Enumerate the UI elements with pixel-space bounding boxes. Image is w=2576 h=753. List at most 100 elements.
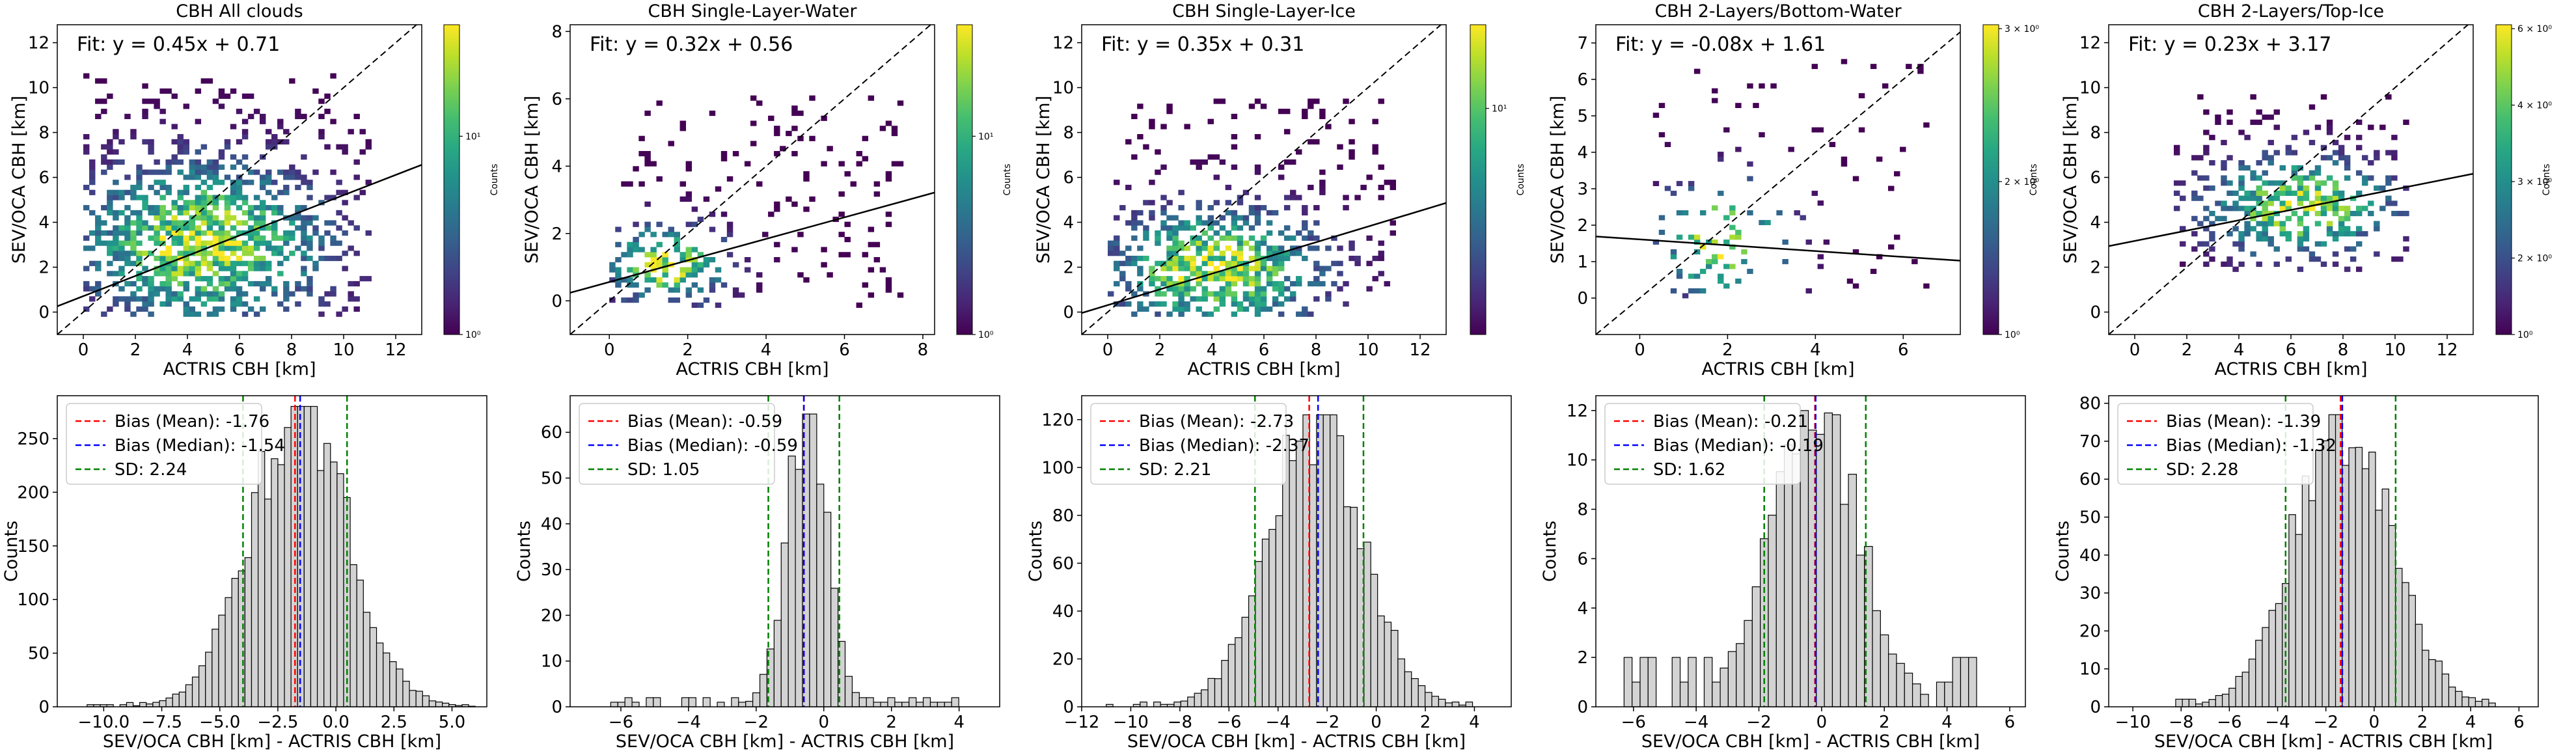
- heatmap-cell: [348, 220, 354, 226]
- histogram-bar: [2428, 659, 2436, 707]
- heatmap-cell: [633, 282, 639, 288]
- heatmap-cell: [1131, 220, 1138, 226]
- heatmap-cell: [154, 159, 160, 165]
- heatmap-cell: [342, 189, 348, 195]
- heatmap-cell: [165, 271, 172, 277]
- heatmap-cell: [165, 286, 172, 292]
- heatmap-cell: [1172, 266, 1179, 271]
- heatmap-cell: [2273, 221, 2280, 226]
- histogram-bar: [1736, 643, 1745, 707]
- heatmap-cell: [1278, 266, 1285, 271]
- x-tick-label: 4: [953, 713, 965, 732]
- heatmap-cell: [2262, 150, 2268, 156]
- heatmap-cell: [621, 181, 627, 187]
- heatmap-cell: [2221, 261, 2227, 267]
- heatmap-cell: [2238, 185, 2245, 191]
- heatmap-cell: [891, 161, 898, 167]
- heatmap-cell: [271, 220, 278, 226]
- histogram-bar: [2342, 465, 2350, 707]
- x-tick-label: −10.0: [78, 713, 130, 732]
- heatmap-cell: [266, 281, 272, 287]
- heatmap-cell: [1166, 251, 1173, 256]
- heatmap-cell: [253, 255, 260, 262]
- y-axis-label: Counts: [1, 521, 21, 582]
- heatmap-cell: [236, 301, 243, 307]
- heatmap-cell: [324, 230, 331, 236]
- heatmap-cell: [726, 226, 733, 232]
- heatmap-cell: [253, 220, 260, 226]
- heatmap-cell: [348, 245, 354, 251]
- colorbar-tick-label: 10⁰: [2517, 330, 2533, 340]
- histogram-bar: [218, 614, 226, 707]
- heatmap-cell: [324, 291, 331, 297]
- heatmap-cell: [1172, 255, 1179, 262]
- heatmap-cell: [342, 149, 348, 155]
- heatmap-cell: [107, 205, 113, 211]
- heatmap-cell: [195, 230, 202, 236]
- heatmap-cell: [206, 78, 213, 84]
- heatmap-cell: [1155, 149, 1161, 155]
- heatmap-cell: [89, 260, 96, 266]
- heatmap-cell: [1237, 215, 1244, 221]
- y-tick-label: 250: [17, 430, 49, 449]
- heatmap-cell: [2391, 210, 2398, 217]
- histogram-bar: [363, 612, 371, 707]
- heatmap-cell: [1313, 98, 1320, 104]
- heatmap-cell: [230, 251, 237, 256]
- heatmap-cell: [797, 232, 804, 238]
- heatmap-cell: [1248, 235, 1255, 241]
- heatmap-cell: [709, 287, 716, 293]
- heatmap-cell: [148, 225, 154, 231]
- heatmap-cell: [1349, 245, 1355, 251]
- heatmap-cell: [656, 262, 663, 267]
- heatmap-cell: [2397, 256, 2404, 262]
- heatmap-cell: [1231, 113, 1238, 120]
- heatmap-cell: [353, 306, 360, 312]
- heatmap-cell: [218, 281, 225, 287]
- heatmap-cell: [2268, 180, 2274, 186]
- heatmap-cell: [259, 200, 266, 206]
- histogram-bar: [199, 665, 206, 707]
- heatmap-cell: [312, 230, 319, 236]
- heatmap-cell: [183, 225, 189, 231]
- heatmap-cell: [1172, 225, 1179, 231]
- heatmap-cell: [230, 276, 237, 282]
- heatmap-cell: [1201, 230, 1208, 236]
- heatmap-cell: [2232, 241, 2239, 247]
- heatmap-cell: [195, 291, 202, 297]
- heatmap-cell: [1160, 225, 1167, 231]
- heatmap-cell: [195, 210, 202, 216]
- heatmap-cell: [241, 164, 249, 170]
- heatmap-cell: [2291, 135, 2298, 141]
- heatmap-cell: [1196, 251, 1202, 256]
- heatmap-cell: [1219, 255, 1226, 262]
- heatmap-cell: [2356, 210, 2363, 217]
- heatmap-cell: [342, 306, 348, 312]
- heatmap-cell: [218, 195, 225, 200]
- axes-frame: [2108, 24, 2474, 335]
- heatmap-cell: [1172, 291, 1179, 297]
- heatmap-cell: [295, 113, 301, 120]
- heatmap-cell: [1706, 259, 1712, 264]
- heatmap-cell: [2244, 206, 2251, 212]
- heatmap-cell: [113, 255, 119, 262]
- heatmap-cell: [2338, 226, 2345, 232]
- heatmap-cell: [827, 146, 833, 152]
- heatmap-cell: [2285, 256, 2292, 262]
- heatmap-cell: [295, 109, 301, 115]
- heatmap-cell: [720, 282, 728, 288]
- heatmap-cell: [1248, 225, 1255, 231]
- histogram-bar: [2295, 534, 2303, 707]
- heatmap-cell: [2221, 139, 2227, 146]
- heatmap-cell: [271, 245, 278, 251]
- heatmap-cell: [1272, 210, 1279, 216]
- heatmap-cell: [679, 272, 687, 278]
- heatmap-cell: [627, 282, 633, 288]
- heatmap-cell: [1360, 184, 1367, 191]
- heatmap-cell: [171, 260, 178, 266]
- y-axis-label: Counts: [1540, 521, 1560, 582]
- fit-line: [57, 164, 422, 307]
- heatmap-cell: [2391, 150, 2398, 156]
- heatmap-cell: [318, 311, 325, 317]
- heatmap-cell: [295, 225, 301, 231]
